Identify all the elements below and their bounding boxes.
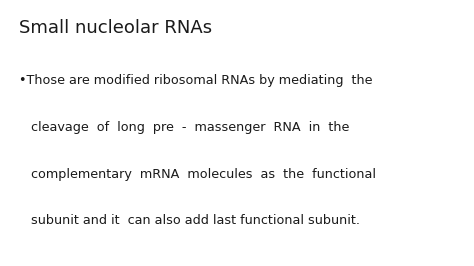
- Text: •Those are modified ribosomal RNAs by mediating  the: •Those are modified ribosomal RNAs by me…: [19, 74, 373, 88]
- Text: subunit and it  can also add last functional subunit.: subunit and it can also add last functio…: [19, 214, 360, 227]
- Text: complementary  mRNA  molecules  as  the  functional: complementary mRNA molecules as the func…: [19, 168, 376, 181]
- Text: Small nucleolar RNAs: Small nucleolar RNAs: [19, 19, 212, 37]
- Text: cleavage  of  long  pre  -  massenger  RNA  in  the: cleavage of long pre - massenger RNA in …: [19, 121, 349, 134]
